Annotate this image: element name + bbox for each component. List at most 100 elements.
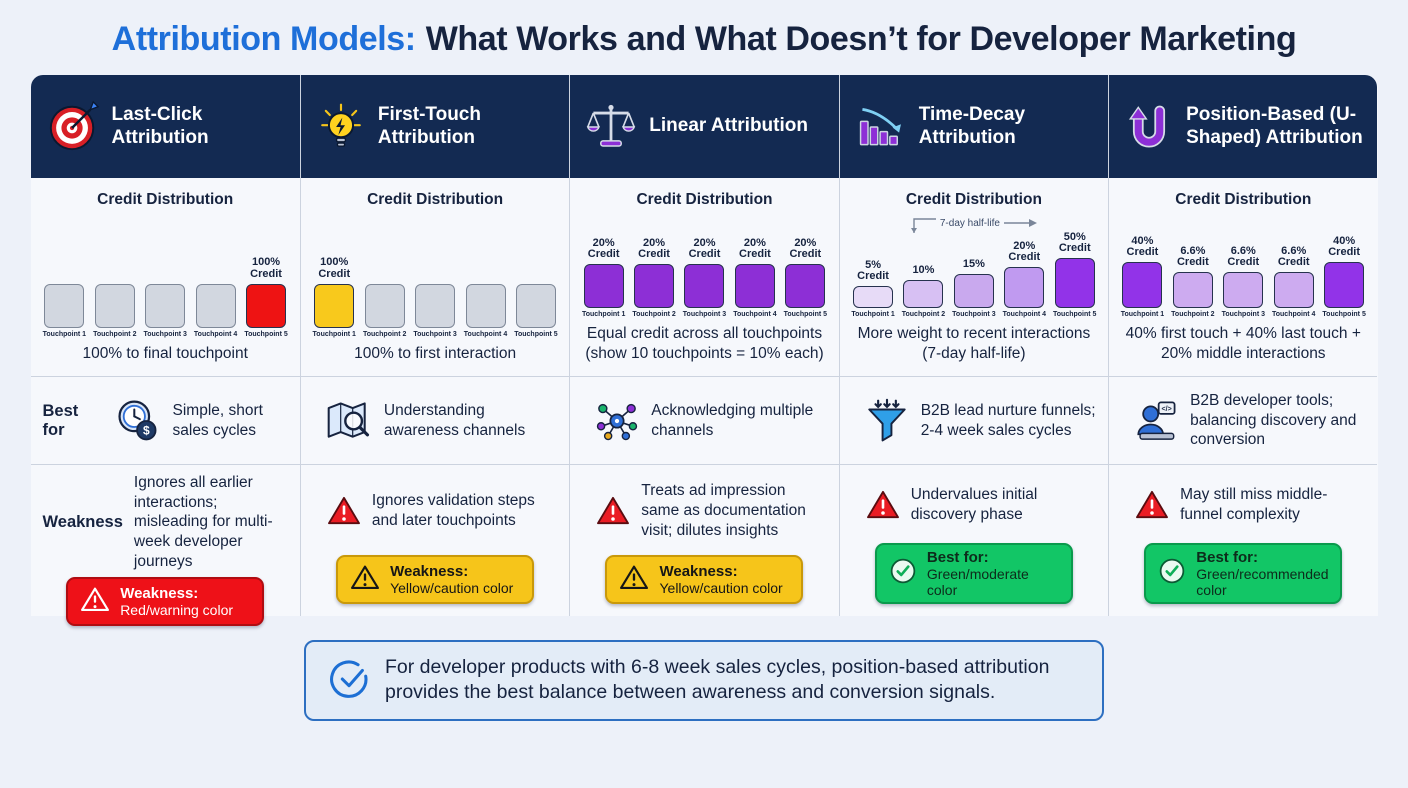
badge-heading: Weakness:: [120, 585, 199, 603]
warning-icon: [619, 564, 649, 596]
row-label-best-for: Best for: [42, 401, 79, 439]
touchpoint-box: [853, 286, 894, 309]
warning-icon: [866, 490, 900, 520]
touchpoint: 6.6% Credit Touchpoint 3: [1222, 244, 1265, 319]
touchpoint-label: Touchpoint 1: [851, 311, 895, 319]
touchpoint-label: Touchpoint 1: [42, 330, 87, 338]
touchpoint-label: Touchpoint 2: [93, 330, 137, 338]
touchpoint-label: Touchpoint 4: [1002, 311, 1047, 319]
weakness-content: Treats ad impression same as documentati…: [582, 473, 826, 549]
badge-heading: Best for:: [926, 548, 989, 566]
weakness-text: Undervalues initial discovery phase: [910, 486, 1038, 523]
touchpoint-credit-label: 40% Credit: [1328, 234, 1361, 259]
touchpoint-box: [314, 283, 355, 328]
weakness-cell-first-touch: Ignores validation steps and later touch…: [299, 464, 570, 616]
touchpoint-label: Touchpoint 2: [1171, 311, 1215, 319]
touchpoint-label: Touchpoint 3: [682, 311, 727, 319]
decay-chart-icon: [855, 101, 907, 153]
page-title-rest: What Works and What Doesn’t for Develope…: [425, 20, 1297, 58]
credit-caption: 40% first touch + 40% last touch + 20% m…: [1125, 325, 1361, 362]
warning-icon: [80, 586, 110, 618]
touchpoint-credit-label: 6.6% Credit: [1227, 244, 1260, 269]
credit-caption: 100% to final touchpoint: [82, 344, 248, 362]
touchpoint-credit-label: 100% Credit: [318, 255, 351, 280]
weakness-text: Ignores validation steps and later touch…: [371, 492, 535, 529]
check-circle-icon: [889, 557, 917, 590]
badge-text: Green/recommended color: [1196, 565, 1329, 598]
touchpoint: 10% Touchpoint 2: [901, 264, 946, 319]
target-icon: [46, 100, 100, 154]
best-for-text: Acknowledging multiple channels: [651, 401, 814, 439]
touchpoint-credit-label: 20% Credit: [789, 236, 822, 261]
touchpoint-box: [465, 283, 506, 328]
touchpoint-box: [94, 283, 135, 328]
column-header-first-touch: First-Touch Attribution: [299, 75, 570, 178]
column-title: Last-Click Attribution: [111, 104, 209, 148]
credit-cell-first-touch: Credit Distribution 100% Credit Touchpoin…: [299, 178, 570, 376]
attribution-models-table: Last-Click Attribution First-Touch Attri…: [30, 75, 1378, 627]
touchpoint-box: [364, 283, 405, 328]
touchpoint-box: [44, 283, 85, 328]
best-for-text: B2B developer tools; balancing discovery…: [1190, 391, 1357, 449]
page-title: Attribution Models: What Works and What D…: [0, 20, 1408, 59]
best-for-badge: Best for: Green/moderate color: [874, 542, 1073, 604]
touchpoint: 6.6% Credit Touchpoint 2: [1171, 244, 1215, 319]
touchpoint-label: Touchpoint 4: [463, 330, 508, 338]
badge-heading: Weakness:: [659, 562, 738, 580]
warning-icon: [1135, 490, 1169, 520]
column-title: First-Touch Attribution: [377, 104, 481, 148]
page-title-accent: Attribution Models:: [111, 20, 416, 58]
touchpoint: Touchpoint 5: [514, 281, 558, 338]
touchpoint-row: Touchpoint 1 Touchpoint 2 Touchpoint 3 Touc…: [31, 209, 300, 342]
best-for-text: B2B lead nurture funnels; 2-4 week sales…: [920, 401, 1096, 439]
weakness-cell-time-decay: Undervalues initial discovery phase Best…: [838, 464, 1109, 616]
touchpoint-credit-label: 5% Credit: [857, 258, 889, 283]
touchpoint-credit-label: 20% Credit: [638, 236, 670, 261]
column-header-position-based: Position-Based (U-Shaped) Attribution: [1108, 75, 1378, 178]
touchpoint-box: [634, 264, 675, 309]
best-for-cell-first-touch: Understanding awareness channels: [299, 376, 570, 464]
touchpoint: Touchpoint 2: [93, 281, 136, 338]
touchpoint: 20% Credit Touchpoint 5: [783, 236, 828, 319]
touchpoint-box: [734, 264, 775, 309]
touchpoint-box: [1004, 267, 1045, 309]
touchpoint-label: Touchpoint 5: [514, 330, 558, 338]
best-for-cell-time-decay: B2B lead nurture funnels; 2-4 week sales…: [838, 376, 1109, 464]
touchpoint-box: [415, 283, 456, 328]
map-search-icon: [325, 398, 373, 444]
column-title: Position-Based (U-Shaped) Attribution: [1186, 104, 1363, 148]
credit-cell-linear: Credit Distribution 20% Credit Touchpoint…: [569, 178, 839, 376]
touchpoint-credit-label: 6.6% Credit: [1277, 244, 1310, 269]
weakness-content: Undervalues initial discovery phase: [852, 473, 1096, 537]
weakness-text: Treats ad impression same as documentati…: [641, 482, 806, 539]
best-for-text: Simple, short sales cycles: [172, 401, 263, 439]
weakness-badge: Weakness: Red/warning color: [66, 577, 265, 627]
credit-cell-position-based: Credit Distribution 40% Credit Touchpoint…: [1108, 178, 1378, 376]
touchpoint: 40% Credit Touchpoint 1: [1121, 235, 1164, 319]
summary-callout: For developer products with 6-8 week sal…: [304, 640, 1104, 721]
check-circle-icon: [328, 659, 370, 701]
half-life-label: 7-day half-life: [939, 217, 1000, 229]
credit-distribution-heading: Credit Distribution: [97, 191, 234, 208]
touchpoint-box: [953, 274, 994, 309]
warning-icon: [596, 496, 630, 526]
credit-caption: Equal credit across all touchpoints (sho…: [585, 325, 824, 362]
touchpoint: Touchpoint 1: [43, 281, 86, 338]
touchpoint: 6.6% Credit Touchpoint 4: [1272, 244, 1315, 319]
column-header-time-decay: Time-Decay Attribution: [838, 75, 1109, 178]
touchpoint-label: Touchpoint 1: [581, 311, 626, 319]
touchpoint-label: Touchpoint 5: [783, 311, 828, 319]
touchpoint-credit-label: 20% Credit: [739, 236, 771, 261]
touchpoint: Touchpoint 4: [464, 281, 507, 338]
credit-distribution-heading: Credit Distribution: [636, 191, 773, 208]
touchpoint-box: [903, 280, 944, 309]
badge-text: Green/moderate color: [926, 565, 1029, 598]
funnel-icon: [864, 397, 910, 445]
touchpoint-box: [1223, 272, 1264, 309]
touchpoint-credit-label: 10%: [912, 264, 935, 277]
weakness-content: May still miss middle-funnel complexity: [1121, 473, 1365, 537]
touchpoint-credit-label: 6.6% Credit: [1176, 244, 1209, 269]
row-label-weakness: Weakness: [42, 512, 123, 531]
touchpoint-label: Touchpoint 2: [901, 311, 946, 319]
touchpoint: Touchpoint 3: [413, 281, 457, 338]
